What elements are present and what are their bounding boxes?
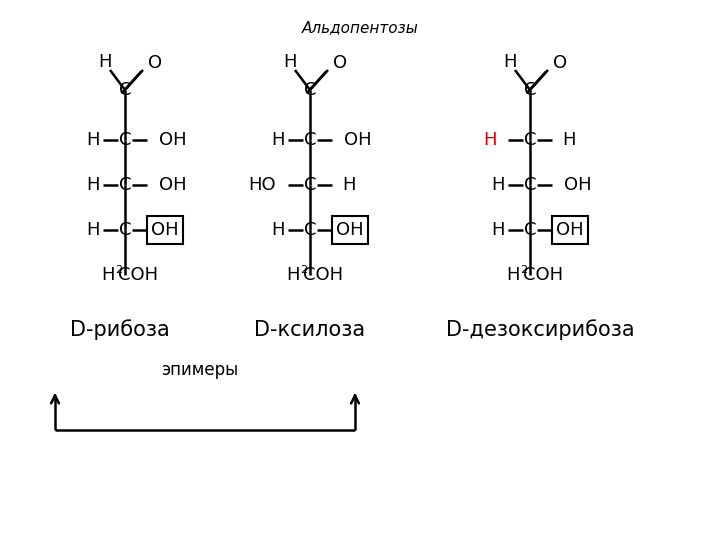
Text: OH: OH	[564, 176, 592, 194]
Text: C: C	[523, 131, 536, 149]
Text: H: H	[483, 131, 497, 149]
Text: OH: OH	[159, 176, 186, 194]
Text: C: C	[523, 176, 536, 194]
Text: C: C	[119, 221, 131, 239]
Text: эпимеры: эпимеры	[161, 361, 238, 379]
Text: H: H	[342, 176, 356, 194]
Text: H: H	[503, 53, 517, 71]
Text: 2: 2	[300, 265, 307, 275]
Text: OH: OH	[344, 131, 372, 149]
Text: H: H	[562, 131, 575, 149]
Text: C: C	[304, 131, 316, 149]
Text: H: H	[271, 221, 284, 239]
Text: O: O	[553, 54, 567, 72]
Text: H: H	[86, 176, 100, 194]
Text: H: H	[506, 266, 520, 284]
Text: H: H	[287, 266, 300, 284]
Text: H: H	[271, 131, 284, 149]
Text: OH: OH	[151, 221, 179, 239]
Text: HO: HO	[248, 176, 276, 194]
Text: D-ксилоза: D-ксилоза	[254, 320, 366, 340]
Text: C: C	[119, 176, 131, 194]
Text: 2: 2	[520, 265, 527, 275]
Text: Альдопентозы: Альдопентозы	[302, 21, 418, 36]
Text: COH: COH	[523, 266, 563, 284]
Text: COH: COH	[303, 266, 343, 284]
Text: H: H	[86, 131, 100, 149]
Text: O: O	[333, 54, 347, 72]
Text: H: H	[86, 221, 100, 239]
Text: C: C	[523, 221, 536, 239]
Text: D-рибоза: D-рибоза	[70, 320, 170, 340]
Text: H: H	[98, 53, 112, 71]
Text: H: H	[491, 176, 505, 194]
Text: D-дезоксирибоза: D-дезоксирибоза	[446, 320, 634, 340]
Text: C: C	[304, 176, 316, 194]
Text: H: H	[102, 266, 115, 284]
Text: C: C	[119, 131, 131, 149]
Text: COH: COH	[118, 266, 158, 284]
Text: C: C	[304, 221, 316, 239]
Text: C: C	[304, 81, 316, 99]
Text: H: H	[283, 53, 297, 71]
Text: C: C	[119, 81, 131, 99]
Text: H: H	[491, 221, 505, 239]
Text: OH: OH	[336, 221, 364, 239]
Text: OH: OH	[159, 131, 186, 149]
Text: O: O	[148, 54, 162, 72]
Text: C: C	[523, 81, 536, 99]
Text: OH: OH	[556, 221, 584, 239]
Text: 2: 2	[115, 265, 122, 275]
